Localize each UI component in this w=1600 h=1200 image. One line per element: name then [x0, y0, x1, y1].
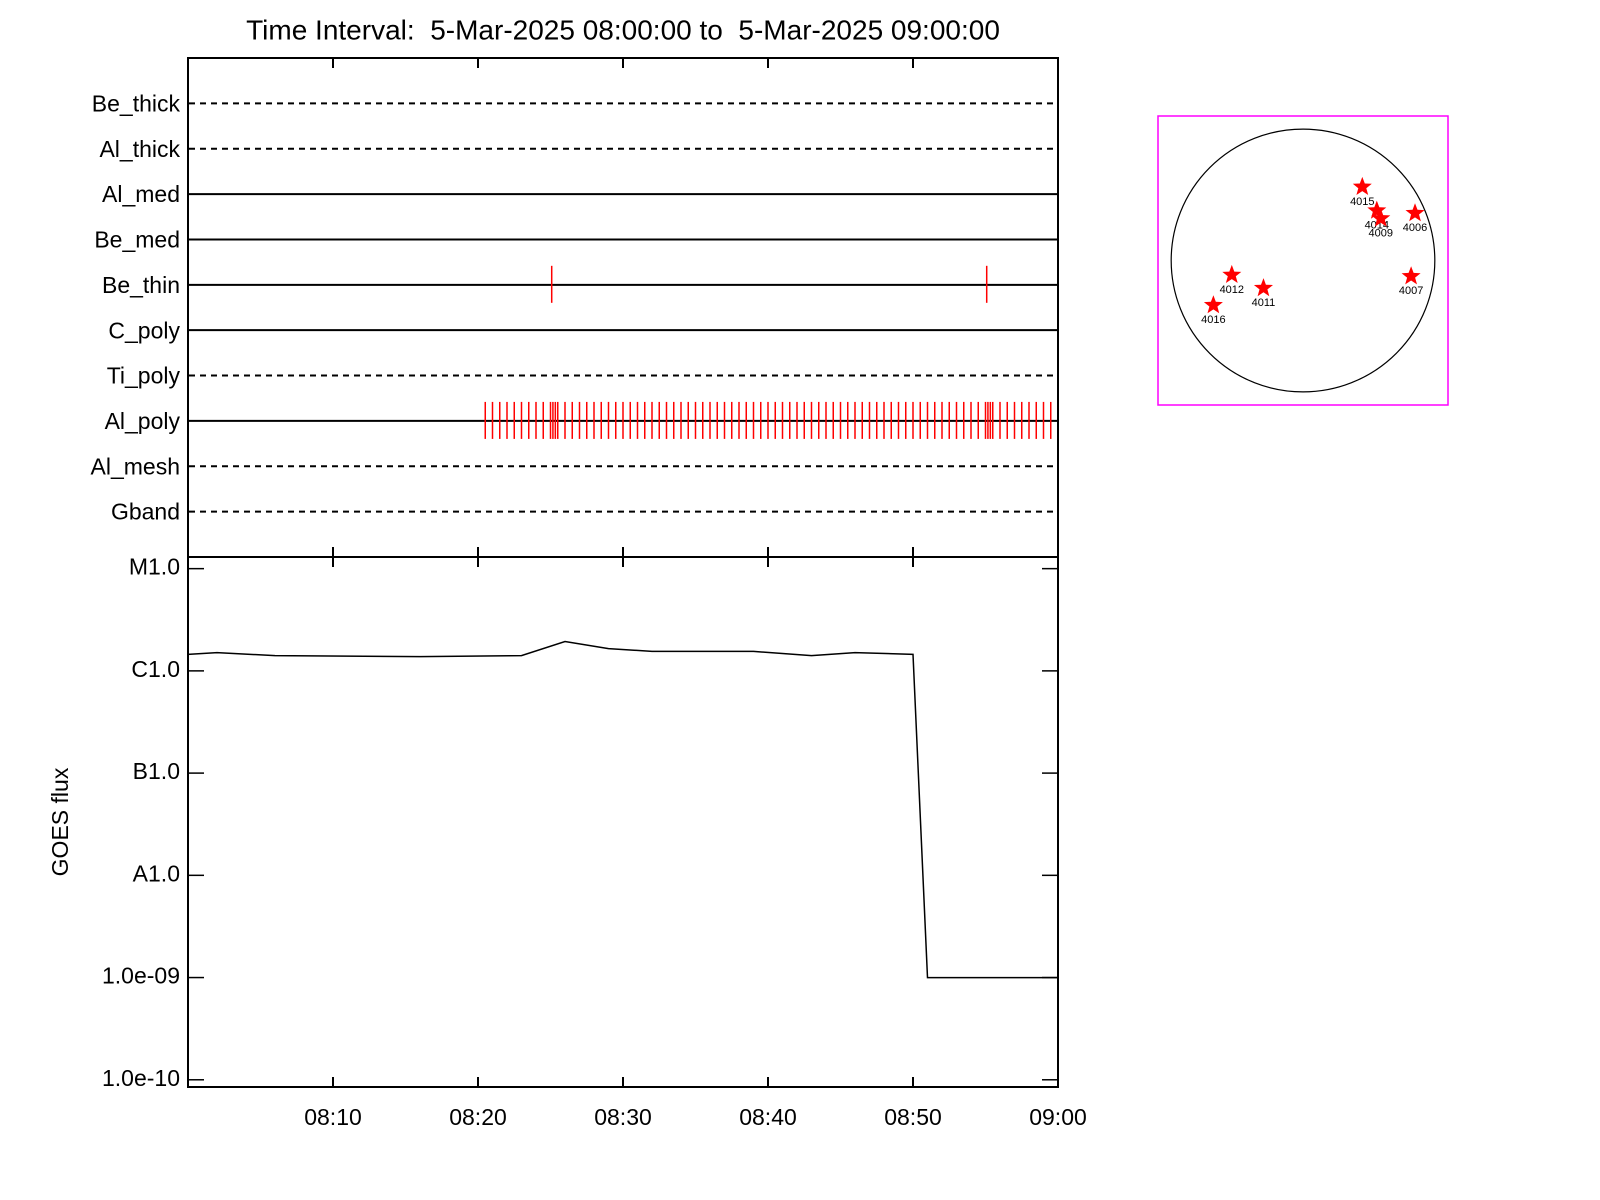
- region-label: 4016: [1201, 314, 1225, 326]
- x-tick-label: 08:30: [594, 1104, 652, 1130]
- region-star: [1401, 266, 1421, 285]
- chart-title: Time Interval: 5-Mar-2025 08:00:00 to 5-…: [246, 14, 1000, 45]
- bottom-panel-frame: [187, 556, 1059, 1088]
- region-label: 4007: [1399, 285, 1423, 297]
- solar-disk: [1170, 128, 1436, 393]
- region-star: [1371, 208, 1391, 227]
- x-tick-label: 08:20: [449, 1104, 507, 1130]
- y-tick-label: A1.0: [133, 860, 180, 886]
- row-label: Be_thin: [102, 272, 180, 298]
- region-star: [1352, 176, 1372, 195]
- region-label: 4011: [1252, 297, 1276, 309]
- row-label: Al_poly: [105, 408, 181, 434]
- y-tick-label: B1.0: [133, 758, 180, 784]
- row-label: Al_thick: [99, 136, 180, 162]
- row-label: Ti_poly: [107, 363, 181, 389]
- map-frame: [1157, 115, 1449, 406]
- y-tick-label: 1.0e-10: [102, 1065, 180, 1091]
- region-label: 4006: [1403, 222, 1427, 234]
- region-label: 4009: [1369, 227, 1393, 239]
- top-panel-frame: [187, 57, 1059, 558]
- region-star: [1222, 264, 1242, 283]
- row-label: Al_mesh: [91, 453, 180, 479]
- region-star: [1405, 203, 1425, 222]
- x-tick-label: 08:40: [739, 1104, 797, 1130]
- flux-line: [187, 640, 1058, 979]
- row-label: C_poly: [108, 317, 180, 343]
- row-label: Al_med: [102, 181, 180, 207]
- row-label: Be_thick: [92, 90, 181, 116]
- region-star: [1203, 295, 1223, 314]
- region-label: 4015: [1350, 196, 1374, 208]
- y-tick-label: 1.0e-09: [102, 963, 180, 989]
- region-star: [1367, 200, 1387, 219]
- region-label: 4012: [1220, 284, 1244, 296]
- row-label: Be_med: [94, 227, 180, 253]
- x-tick-label: 08:50: [884, 1104, 942, 1130]
- y-tick-label: M1.0: [129, 554, 180, 580]
- row-label: Gband: [111, 499, 180, 525]
- y-tick-label: C1.0: [131, 656, 180, 682]
- x-tick-label: 09:00: [1029, 1104, 1087, 1130]
- y-axis-label: GOES flux: [47, 767, 73, 876]
- region-star: [1253, 278, 1273, 297]
- x-tick-label: 08:10: [304, 1104, 362, 1130]
